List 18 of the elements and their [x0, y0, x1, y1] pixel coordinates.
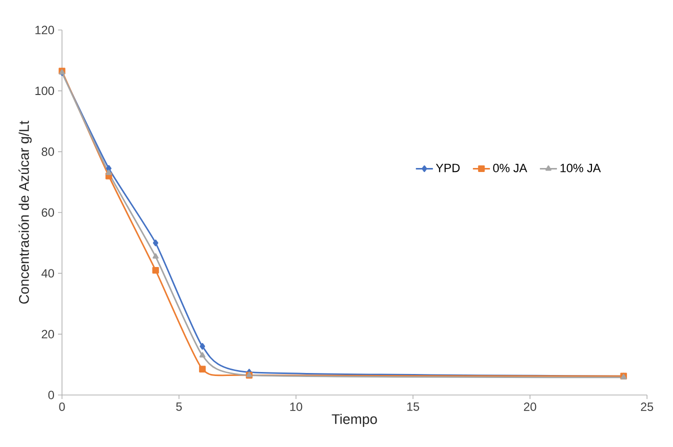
x-axis-title: Tiempo [332, 414, 377, 427]
y-tick-label: 80 [42, 147, 54, 156]
x-tick-label: 25 [640, 402, 654, 411]
legend-label: 10% JA [560, 164, 601, 172]
legend-label: YPD [436, 164, 460, 172]
y-axis-title: Concentración de Azúcar g/Lt [18, 120, 32, 304]
x-tick-label: 5 [176, 402, 182, 411]
y-tick-label: 40 [41, 269, 54, 278]
legend-label: 0% JA [493, 164, 528, 172]
y-tick-label: 60 [42, 208, 54, 217]
y-tick-label: 100 [35, 86, 54, 96]
x-tick-label: 15 [407, 402, 420, 411]
x-tick-label: 20 [524, 402, 536, 411]
x-tick-label: 10 [290, 402, 302, 411]
y-tick-label: 20 [42, 330, 54, 338]
x-tick-label: 0 [59, 402, 65, 411]
y-tick-label: 120 [35, 26, 54, 34]
y-tick-label: 0 [48, 390, 54, 400]
